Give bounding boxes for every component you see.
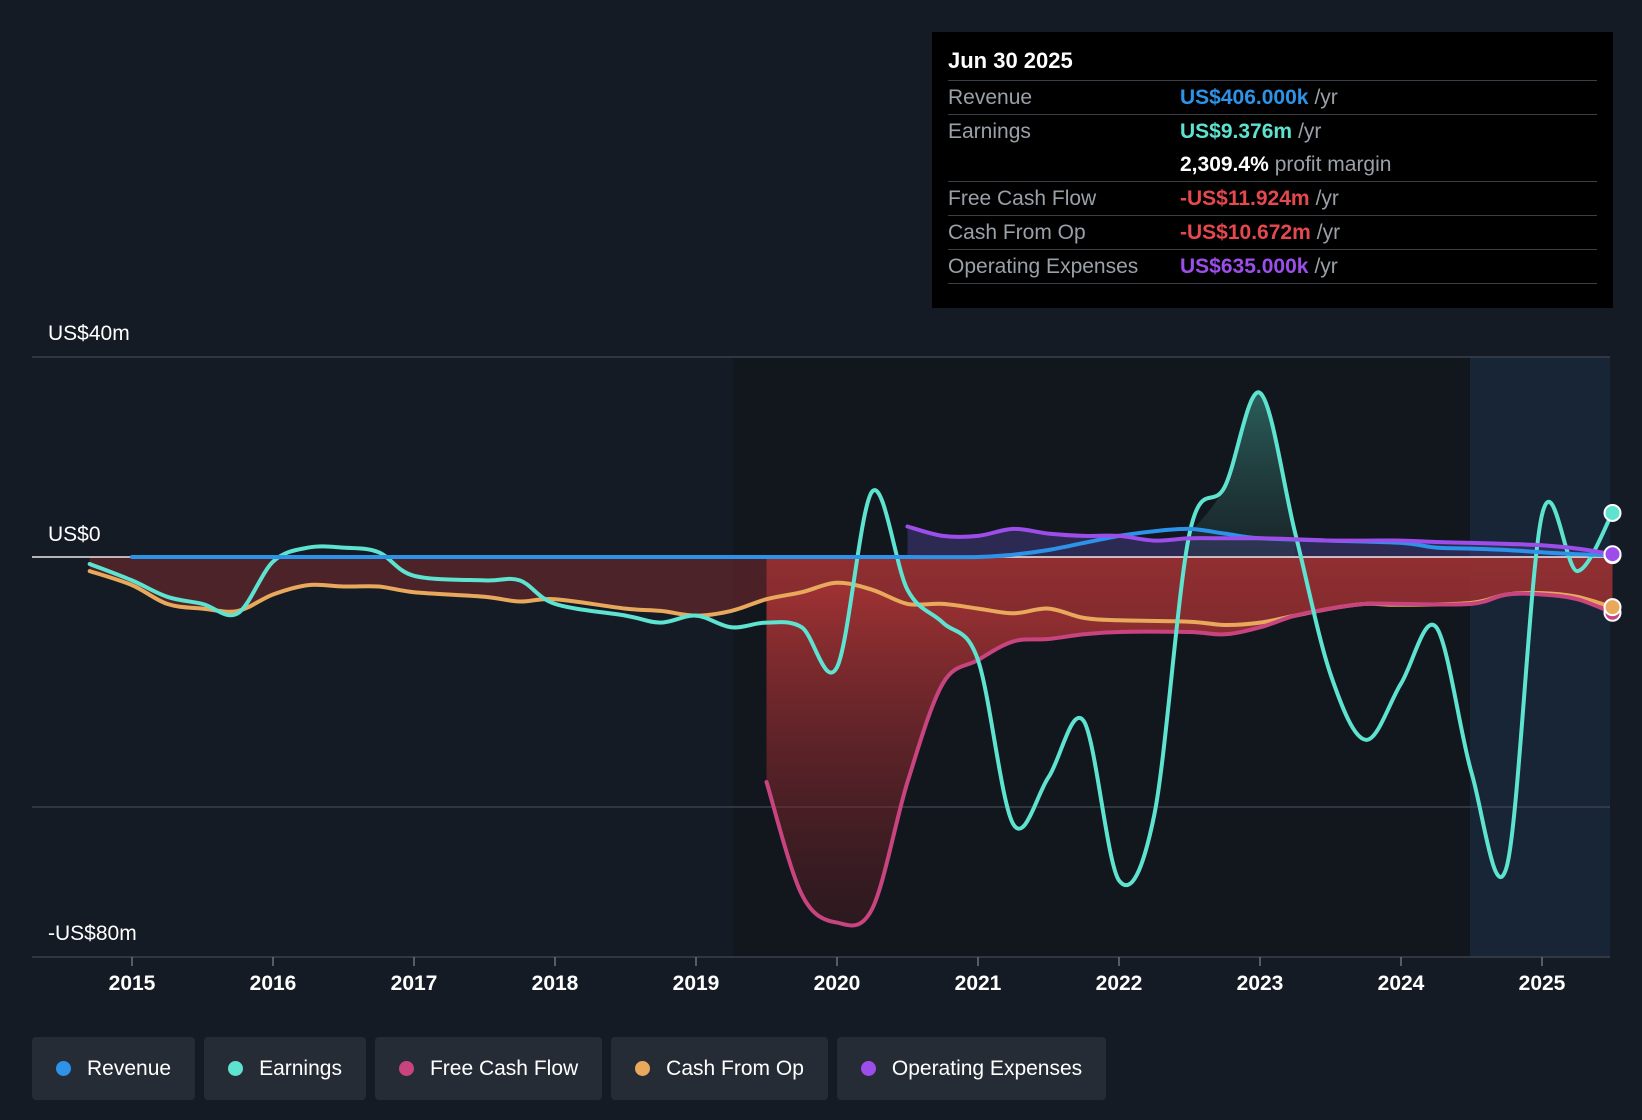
y-axis-label: US$0 [48, 523, 101, 546]
legend-label: Operating Expenses [891, 1056, 1083, 1080]
legend-label: Free Cash Flow [429, 1056, 579, 1080]
x-tick-label: 2020 [814, 972, 861, 995]
x-tick-label: 2018 [532, 972, 579, 995]
tooltip-unit: /yr [1316, 220, 1341, 244]
free-cash-flow-area [766, 557, 1613, 926]
x-tick-label: 2015 [109, 972, 156, 995]
tooltip-row-operating-expenses: Operating Expenses US$635.000k /yr [948, 249, 1597, 284]
earnings-end-marker [1603, 503, 1622, 522]
tooltip-unit: /yr [1314, 254, 1338, 278]
tooltip-label: Cash From Op [948, 220, 1086, 244]
tooltip-value-earnings: US$9.376m [1180, 119, 1293, 143]
tooltip-row-earnings: Earnings US$9.376m /yr [948, 114, 1597, 148]
legend-label: Revenue [87, 1056, 172, 1080]
legend-dot-icon [398, 1061, 414, 1076]
legend-label: Earnings [259, 1056, 342, 1080]
x-tick-label: 2023 [1237, 972, 1284, 995]
x-tick-label: 2019 [673, 972, 720, 995]
tooltip-row-free-cash-flow: Free Cash Flow -US$11.924m /yr [948, 181, 1597, 215]
legend-dot-icon [860, 1061, 876, 1076]
revenue-line [130, 526, 1615, 560]
legend-dot-icon [635, 1061, 651, 1076]
tooltip-unit: /yr [1314, 85, 1338, 109]
tooltip-label: Revenue [948, 85, 1033, 109]
y-axis-label: US$40m [48, 322, 130, 345]
x-tick-label: 2024 [1378, 972, 1425, 995]
legend-dot-icon [56, 1061, 71, 1076]
forecast-region-shade [1470, 357, 1610, 957]
tooltip-row-cash-from-op: Cash From Op -US$10.672m /yr [948, 215, 1597, 249]
legend: Revenue Earnings Free Cash Flow Cash Fro… [32, 1037, 1107, 1100]
cash-from-op-end-marker [1603, 598, 1622, 617]
tooltip-value-revenue: US$406.000k [1180, 85, 1309, 109]
tooltip-value-operating-expenses: US$635.000k [1180, 254, 1309, 278]
legend-item-free-cash-flow[interactable]: Free Cash Flow [374, 1037, 603, 1100]
tooltip-unit: /yr [1315, 186, 1339, 210]
legend-item-cash-from-op[interactable]: Cash From Op [611, 1037, 828, 1100]
tooltip-value-profit-margin: 2,309.4% [1180, 152, 1269, 176]
operating-expenses-line [905, 524, 1615, 557]
cash-from-op-area [89, 557, 1613, 626]
y-axis-label: -US$80m [48, 922, 137, 945]
x-tick-label: 2017 [391, 972, 438, 995]
x-tick-label: 2025 [1519, 972, 1566, 995]
tooltip-label: Earnings [948, 119, 1031, 143]
operating-expenses-end-marker [1603, 545, 1622, 564]
tooltip-value-cash-from-op: -US$10.672m [1180, 220, 1311, 244]
legend-dot-icon [228, 1061, 244, 1076]
tooltip-unit: profit margin [1274, 152, 1392, 176]
tooltip-date: Jun 30 2025 [948, 48, 1073, 73]
x-tick-label: 2016 [250, 972, 297, 995]
legend-item-earnings[interactable]: Earnings [204, 1037, 366, 1100]
tooltip-label: Operating Expenses [948, 254, 1139, 278]
legend-item-operating-expenses[interactable]: Operating Expenses [836, 1037, 1107, 1100]
x-tick-label: 2022 [1096, 972, 1143, 995]
tooltip-row-revenue: Revenue US$406.000k /yr [948, 80, 1597, 114]
legend-label: Cash From Op [666, 1056, 804, 1080]
x-tick-label: 2021 [955, 972, 1002, 995]
tooltip-value-free-cash-flow: -US$11.924m [1180, 186, 1310, 210]
tooltip-panel: Jun 30 2025 Revenue US$406.000k /yr Earn… [932, 32, 1613, 308]
free-cash-flow-line [764, 591, 1615, 928]
tooltip-row-profit-margin: 2,309.4% profit margin [948, 148, 1597, 181]
legend-item-revenue[interactable]: Revenue [32, 1037, 196, 1100]
tooltip-unit: /yr [1298, 119, 1322, 143]
earnings-area [1189, 392, 1296, 557]
tooltip-label: Free Cash Flow [948, 186, 1097, 210]
